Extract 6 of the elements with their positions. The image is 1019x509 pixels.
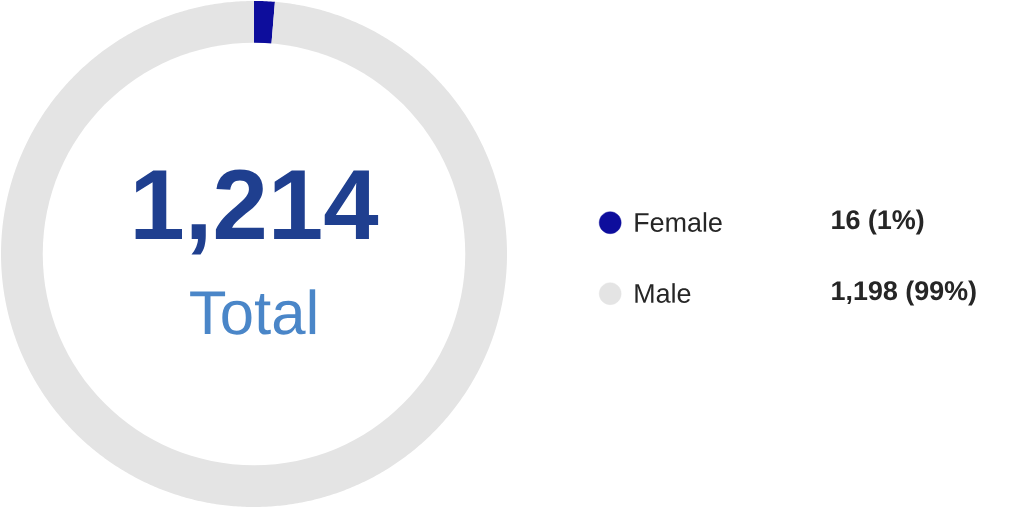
text: 1,214 [135,169,379,255]
data-label: 16 (1%) [832,209,924,235]
data-label: 1,198 (99%) [832,280,976,306]
legend-label: Female [635,212,722,232]
text: Total [190,289,316,335]
legend-label: Male [635,283,691,303]
